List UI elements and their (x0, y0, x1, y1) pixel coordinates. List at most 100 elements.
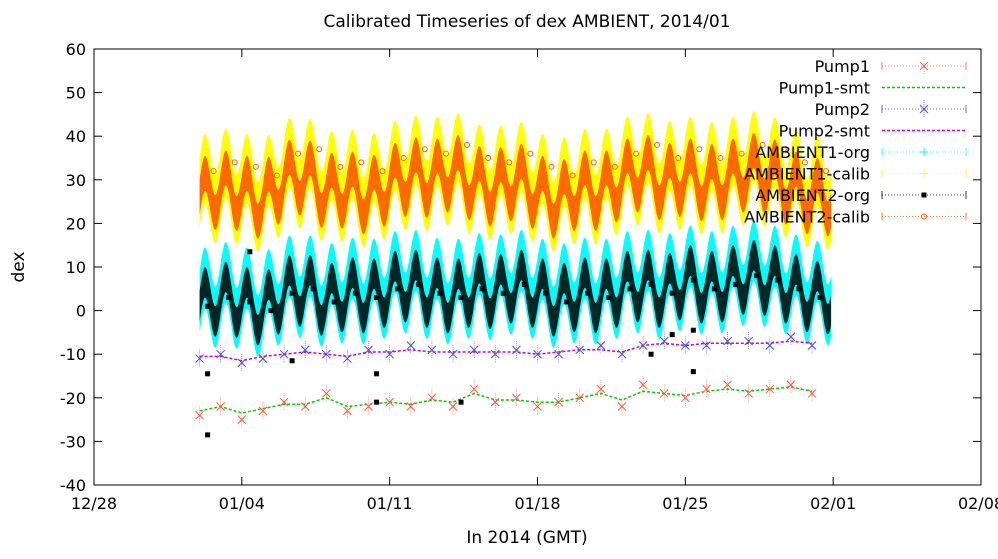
ambient2-org-point (754, 273, 760, 279)
ambient2-org-point (458, 295, 464, 301)
legend-label: AMBIENT1-calib (744, 165, 870, 184)
pump1-point (765, 380, 775, 399)
x-tick-label: 02/01 (810, 494, 856, 513)
ambient2-org-point (564, 299, 570, 305)
ambient2-org-point (205, 303, 211, 309)
pump2-point (702, 336, 711, 355)
ambient2-calib-point (738, 150, 745, 157)
ambient2-calib-point (210, 168, 217, 175)
ambient2-org-point (648, 351, 654, 357)
legend-item: Pump2-smt (779, 122, 966, 141)
ambient2-org-point (205, 432, 211, 438)
legend-item: Pump2 (815, 100, 967, 119)
legend-item: AMBIENT1-org (755, 143, 967, 162)
ambient2-org-point (500, 290, 506, 296)
ambient2-org-point (479, 286, 485, 292)
pump2-point (575, 340, 585, 359)
y-tick-label: 20 (66, 214, 86, 233)
y-tick-label: 30 (66, 171, 86, 190)
legend-marker (920, 148, 928, 156)
x-tick-label: 01/11 (367, 494, 413, 513)
ambient2-calib-point (611, 163, 618, 170)
ambient2-org-point (289, 290, 295, 296)
legend-label: Pump2 (815, 100, 870, 119)
legend-label: AMBIENT2-org (755, 186, 870, 205)
ambient2-org-point (543, 290, 548, 296)
ambient2-org-point (627, 286, 633, 292)
ambient2-org-point (711, 286, 717, 292)
pump2-point (385, 345, 395, 364)
ambient2-calib-band (199, 132, 832, 239)
ambient2-org-point (648, 281, 654, 287)
legend: Pump1 Pump1-smt Pump2 Pump2-smt AMBIENT1-org… (744, 57, 967, 227)
ambient2-calib-point (485, 155, 492, 161)
y-axis-label: dex (9, 251, 29, 282)
pump1-point (554, 393, 563, 412)
pump2-point (258, 349, 268, 368)
ambient2-org-point (733, 281, 739, 287)
pump1-point (490, 393, 500, 412)
ambient2-org-point (352, 290, 358, 296)
pump1-point (195, 406, 204, 425)
pump2-point (512, 340, 521, 359)
ambient2-calib-point (675, 155, 682, 161)
pump2-point (765, 336, 775, 355)
y-tick-label: -20 (60, 389, 86, 408)
pump1-point (723, 375, 732, 394)
ambient2-calib-point (252, 163, 259, 170)
pump1-point (596, 380, 606, 399)
ambient2-org-point (247, 249, 253, 255)
ambient2-org-point (289, 358, 295, 364)
ambient2-calib-point (379, 168, 386, 175)
ambient2-calib-point (823, 168, 830, 175)
y-tick-label: -40 (60, 476, 86, 495)
ambient2-org-point (669, 332, 675, 338)
pump1-point (279, 393, 289, 412)
ambient2-org-point (374, 399, 380, 405)
pump2-point (300, 340, 310, 359)
legend-marker (920, 169, 928, 178)
legend-marker (919, 100, 929, 118)
pump1-smt-line (199, 386, 813, 414)
x-tick-label: 01/18 (514, 494, 560, 513)
ambient2-calib-point (590, 159, 597, 166)
x-axis: 12/28 01/04 01/11 01/18 01/25 02/01 02/08 (71, 49, 998, 513)
pump2-point (533, 345, 542, 364)
ambient2-calib-point (801, 159, 808, 166)
pump1-point (638, 375, 648, 394)
ambient2-calib-point (780, 146, 787, 153)
ambient2-calib-point (696, 146, 703, 153)
ambient2-org-point (374, 295, 380, 301)
ambient2-org-point (268, 308, 274, 314)
ambient2-calib-point (442, 150, 449, 157)
pump2-point (659, 332, 669, 351)
pump2-point (786, 327, 796, 346)
ambient2-calib-point (316, 146, 323, 153)
ambient2-org-point (205, 371, 211, 377)
legend-label: Pump1 (815, 57, 870, 76)
pump2-point (406, 336, 416, 355)
pump1-point (258, 401, 268, 420)
pump1-point (321, 384, 331, 403)
legend-label: Pump1-smt (779, 79, 870, 98)
pump1-point (427, 388, 437, 407)
pump1-point (364, 397, 373, 416)
ambient2-calib-point (273, 172, 280, 179)
pump1-point (300, 397, 310, 416)
legend-marker (919, 57, 929, 75)
ambient2-calib-point (295, 150, 302, 157)
ambient2-calib-point (464, 141, 471, 148)
pump2-point (195, 349, 204, 368)
ambient2-org-point (226, 295, 232, 301)
ambient2-calib-point (569, 172, 576, 179)
pump2-point (469, 340, 479, 359)
ambient2-calib-point (506, 159, 513, 166)
x-axis-label: In 2014 (GMT) (466, 528, 587, 548)
pump2-point (807, 336, 817, 355)
pump2-point (343, 349, 352, 368)
pump1-point (702, 380, 711, 399)
ambient2-calib-point (759, 141, 766, 148)
x-tick-label: 01/25 (662, 494, 708, 513)
ambient2-org-point (606, 295, 612, 301)
